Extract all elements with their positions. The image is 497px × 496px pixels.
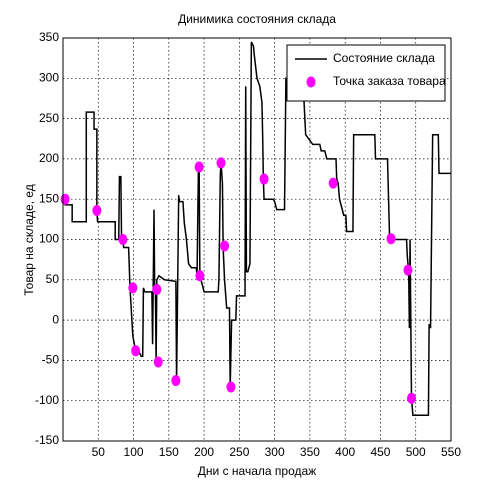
plot-frame [62, 37, 452, 442]
order-point [220, 240, 230, 252]
order-point [118, 234, 128, 245]
x-axis-label: Дни с начала продаж [198, 464, 316, 478]
y-tick-label: 150 [39, 191, 59, 205]
legend-box [286, 44, 446, 102]
y-tick-label: 350 [39, 30, 59, 44]
y-tick-label: 100 [39, 232, 59, 246]
x-tick-label: 200 [194, 445, 214, 459]
x-tick-label: 350 [300, 445, 320, 459]
legend-label: Точка заказа товара [333, 74, 446, 88]
y-tick-label: 200 [39, 151, 59, 165]
x-tick-label: 100 [124, 445, 144, 459]
order-point [153, 356, 163, 368]
y-tick-label: 250 [39, 111, 59, 125]
y-tick-label: 0 [52, 312, 59, 326]
x-tick-label: 250 [229, 445, 249, 459]
legend-marker [306, 76, 316, 88]
x-tick-label: 150 [159, 445, 179, 459]
x-tick-label: 550 [441, 445, 461, 459]
order-point [259, 173, 269, 185]
order-point [216, 157, 226, 169]
order-point [171, 375, 181, 387]
y-tick-label: 300 [39, 70, 59, 84]
order-point [92, 204, 102, 216]
y-axis-label: Товар на складе, ед [22, 184, 36, 295]
x-tick-label: 500 [406, 445, 426, 459]
y-tick-label: 50 [46, 272, 60, 286]
y-tick-label: -50 [42, 353, 60, 367]
order-point [386, 233, 396, 245]
order-point [403, 264, 413, 276]
order-point [226, 381, 236, 393]
order-point [152, 283, 162, 295]
order-point [131, 345, 141, 357]
order-point [60, 193, 70, 205]
chart-title: Динимика состояния склада [178, 12, 336, 26]
x-tick-label: 450 [370, 445, 390, 459]
order-point [328, 177, 338, 189]
x-tick-label: 400 [335, 445, 355, 459]
y-tick-label: -150 [35, 433, 59, 447]
order-point [194, 161, 204, 173]
x-tick-label: 300 [265, 445, 285, 459]
y-tick-label: -100 [35, 393, 59, 407]
data-line [63, 41, 451, 416]
order-point [195, 270, 205, 282]
x-tick-label: 50 [92, 445, 106, 459]
order-point [406, 392, 416, 404]
order-point [128, 282, 138, 294]
legend-label: Состояние склада [333, 51, 435, 65]
